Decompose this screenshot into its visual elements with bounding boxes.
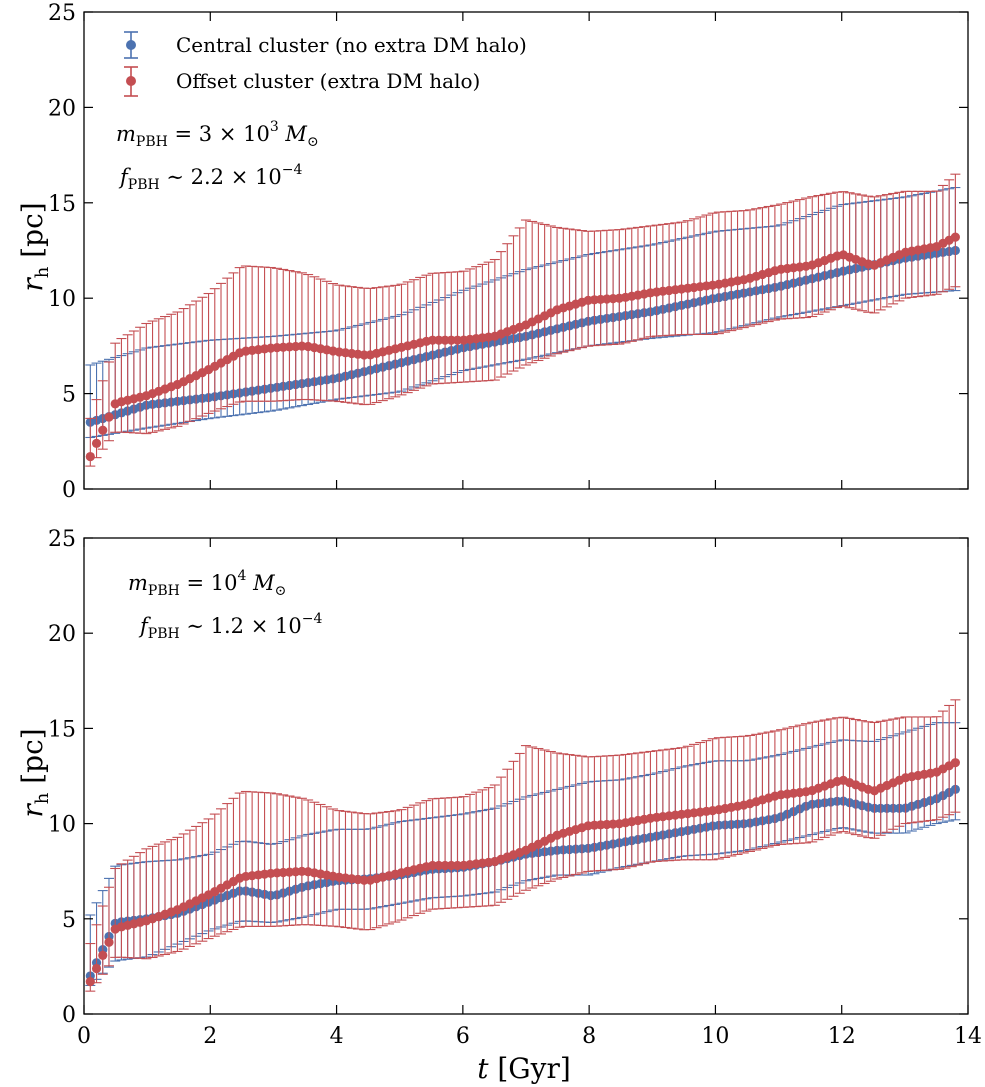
y-axis-label-top: rh [pc] [16,202,53,291]
plot-frame-top [83,11,969,490]
x-tick-label: 4 [330,1024,344,1049]
legend-item-central: Central cluster (no extra DM halo) [124,31,527,59]
x-tick-label: 2 [203,1024,217,1049]
legend-label-offset: Offset cluster (extra DM halo) [176,69,480,93]
plot-frame-bottom [83,537,969,1015]
tick-labels-top: 0 5 10 15 20 25 [48,1,76,503]
y-axis-label-bottom: rh [pc] [16,728,53,817]
y-tick-label: 20 [48,622,76,647]
x-tick-label: 8 [582,1024,596,1049]
annotation-fpbh-top: fPBH ∼ 2.2 × 10−4 [118,162,302,193]
y-tick-label: 20 [48,96,76,121]
y-tick-label: 5 [62,383,76,408]
annotation-fpbh-bottom: fPBH ∼ 1.2 × 10−4 [138,611,322,642]
data-point [104,412,114,422]
data-point [98,425,108,435]
axis-ticks-bottom [83,537,969,1015]
y-tick-label: 15 [48,717,76,742]
data-point [950,758,960,768]
annotation-mpbh-top: mPBH = 3 × 103 M⊙ [116,119,319,150]
x-tick-label: 10 [701,1024,729,1049]
data-point [85,977,95,987]
x-tick-label: 12 [828,1024,856,1049]
data-point [98,950,108,960]
y-tick-label: 25 [48,1,76,26]
x-axis-label: t [Gyr] [477,1052,571,1085]
legend-item-offset: Offset cluster (extra DM halo) [124,66,480,97]
series-offset [85,699,961,992]
data-point [950,232,960,242]
annotation-mpbh-bottom: mPBH = 104 M⊙ [128,568,286,599]
y-tick-label: 0 [62,478,76,503]
legend-label-central: Central cluster (no extra DM halo) [176,33,527,57]
legend-marker-central [126,40,136,50]
x-tick-label: 14 [954,1024,982,1049]
chart-panel-top: 0 5 10 15 20 25 rh [pc] Central cluster (no e… [16,1,969,503]
y-tick-label: 10 [48,287,76,312]
data-point [104,937,114,947]
y-tick-label: 15 [48,192,76,217]
y-tick-label: 10 [48,813,76,838]
data-point [91,438,102,449]
data-point [85,451,95,462]
y-tick-label: 5 [62,908,76,933]
series-offset [85,173,961,467]
data-point [91,963,102,974]
chart-panel-bottom: 0 2 4 6 8 10 12 14 0 5 10 15 20 25 rh [pc] t [Gyr] mP… [16,527,982,1085]
legend: Central cluster (no extra DM halo) Offse… [124,31,527,97]
series-marks-bottom [85,699,961,992]
x-tick-label: 6 [456,1024,470,1049]
y-tick-label: 25 [48,527,76,552]
axis-ticks-top [83,11,969,490]
tick-labels-bottom: 0 2 4 6 8 10 12 14 0 5 10 15 20 25 [48,527,982,1049]
y-tick-label: 0 [62,1003,76,1028]
x-tick-label: 0 [77,1024,91,1049]
series-marks-top [85,173,961,467]
legend-marker-offset [126,76,136,86]
